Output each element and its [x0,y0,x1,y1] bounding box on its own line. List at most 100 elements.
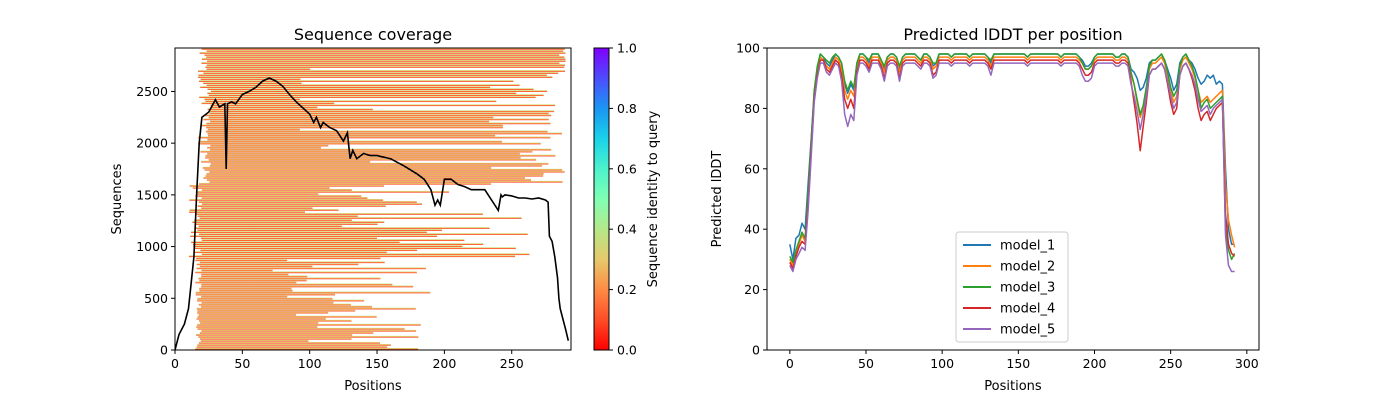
x-tick-label: 0 [171,356,179,371]
heatmap-row [197,76,553,78]
heatmap-row [208,134,496,137]
heatmap-row [192,243,484,246]
series-line-model_3 [789,53,1236,264]
heatmap-row [208,116,494,119]
heatmap-row [203,176,525,179]
heatmap-row [189,199,384,201]
colorbar: 0.0 0.2 0.4 0.6 0.8 1.0 Sequence identity to … [593,41,661,358]
colorbar-label: Sequence identity to query [646,110,661,287]
heatmap-row [197,205,386,207]
heatmap-row [195,293,336,296]
x-tick-label: 50 [858,356,874,371]
heatmap-row [192,186,330,189]
heatmap-row [196,307,416,310]
heatmap-row [199,265,313,268]
heatmap-row [207,146,322,149]
heatmap-row [201,188,352,191]
heatmap-row [198,201,417,203]
heatmap-row [200,86,491,88]
coverage-line-layer [175,77,570,350]
heatmap-row [201,48,565,50]
heatmap-row [196,267,426,270]
heatmap-row [196,317,326,320]
heatmap-row [196,263,359,266]
heatmap-row [210,104,556,107]
colorbar-tick-label: 0.6 [617,161,637,176]
heatmap-row [194,251,387,254]
coverage-heatmap [175,48,571,350]
heatmap-row [201,203,423,205]
heatmap-row [188,211,305,213]
series-line-model_2 [789,56,1236,267]
x-tick-label: 250 [1159,356,1183,371]
heatmap-row [205,130,548,133]
heatmap-row [207,128,300,131]
heatmap-row [205,66,565,68]
coverage-y-axis-title: Sequences [110,163,125,234]
y-tick-label: 500 [144,291,168,306]
heatmap-row [198,341,380,344]
heatmap-row [208,158,537,161]
y-tick-label: 1000 [136,239,168,254]
heatmap-row [206,56,565,58]
heatmap-row [209,112,549,115]
x-tick-label: 150 [1006,356,1030,371]
y-tick-label: 1500 [136,187,168,202]
heatmap-row [200,237,377,239]
heatmap-row [201,58,566,60]
colorbar-tick-label: 0.8 [617,101,637,116]
heatmap-row [209,180,563,183]
heatmap-row [208,94,544,97]
heatmap-row [197,323,421,326]
heatmap-row [200,249,418,252]
heatmap-row [196,257,381,260]
coverage-x-ticks: 0 50 100 150 200 250 [171,350,524,371]
heatmap-row [201,196,368,199]
heatmap-row [196,192,319,195]
heatmap-row [201,207,313,209]
heatmap-row [204,168,563,171]
heatmap-row [207,92,517,95]
y-tick-label: 40 [744,222,760,237]
x-tick-label: 200 [1083,356,1107,371]
heatmap-row [199,52,566,54]
plddt-series-layer [789,53,1236,273]
heatmap-row [201,269,273,272]
heatmap-row [188,255,516,258]
heatmap-row [210,90,548,92]
heatmap-row [190,235,438,237]
legend-label: model_5 [1000,323,1055,338]
heatmap-row [206,178,532,181]
heatmap-row [189,184,384,187]
heatmap-row [207,138,347,141]
plddt-y-axis-title: Predicted lDDT [710,151,725,248]
legend-label: model_4 [1000,302,1055,317]
heatmap-row [206,122,551,125]
heatmap-row [201,305,372,308]
heatmap-row [209,164,543,167]
heatmap-row [209,170,565,173]
heatmap-row [198,136,551,139]
plddt-y-ticks: 0 20 40 60 80 100 [736,41,767,358]
heatmap-row [201,239,465,241]
x-tick-label: 50 [234,356,250,371]
heatmap-row [195,347,419,350]
legend-label: model_1 [1000,239,1055,254]
y-tick-label: 80 [744,101,760,116]
heatmap-row [205,154,556,157]
heatmap-row [198,233,528,235]
heatmap-row [198,335,419,338]
heatmap-row [191,241,400,243]
heatmap-row [210,144,329,147]
x-tick-label: 250 [500,356,524,371]
heatmap-row [210,106,318,109]
heatmap-row [195,223,378,225]
heatmap-row [203,82,302,84]
heatmap-row [204,98,300,101]
heatmap-row [201,124,503,127]
coverage-panel: Sequence coverage 0 50 100 150 200 250 0 500 10… [110,25,572,394]
heatmap-row [206,84,520,86]
heatmap-row [201,273,289,276]
heatmap-row [210,110,555,113]
